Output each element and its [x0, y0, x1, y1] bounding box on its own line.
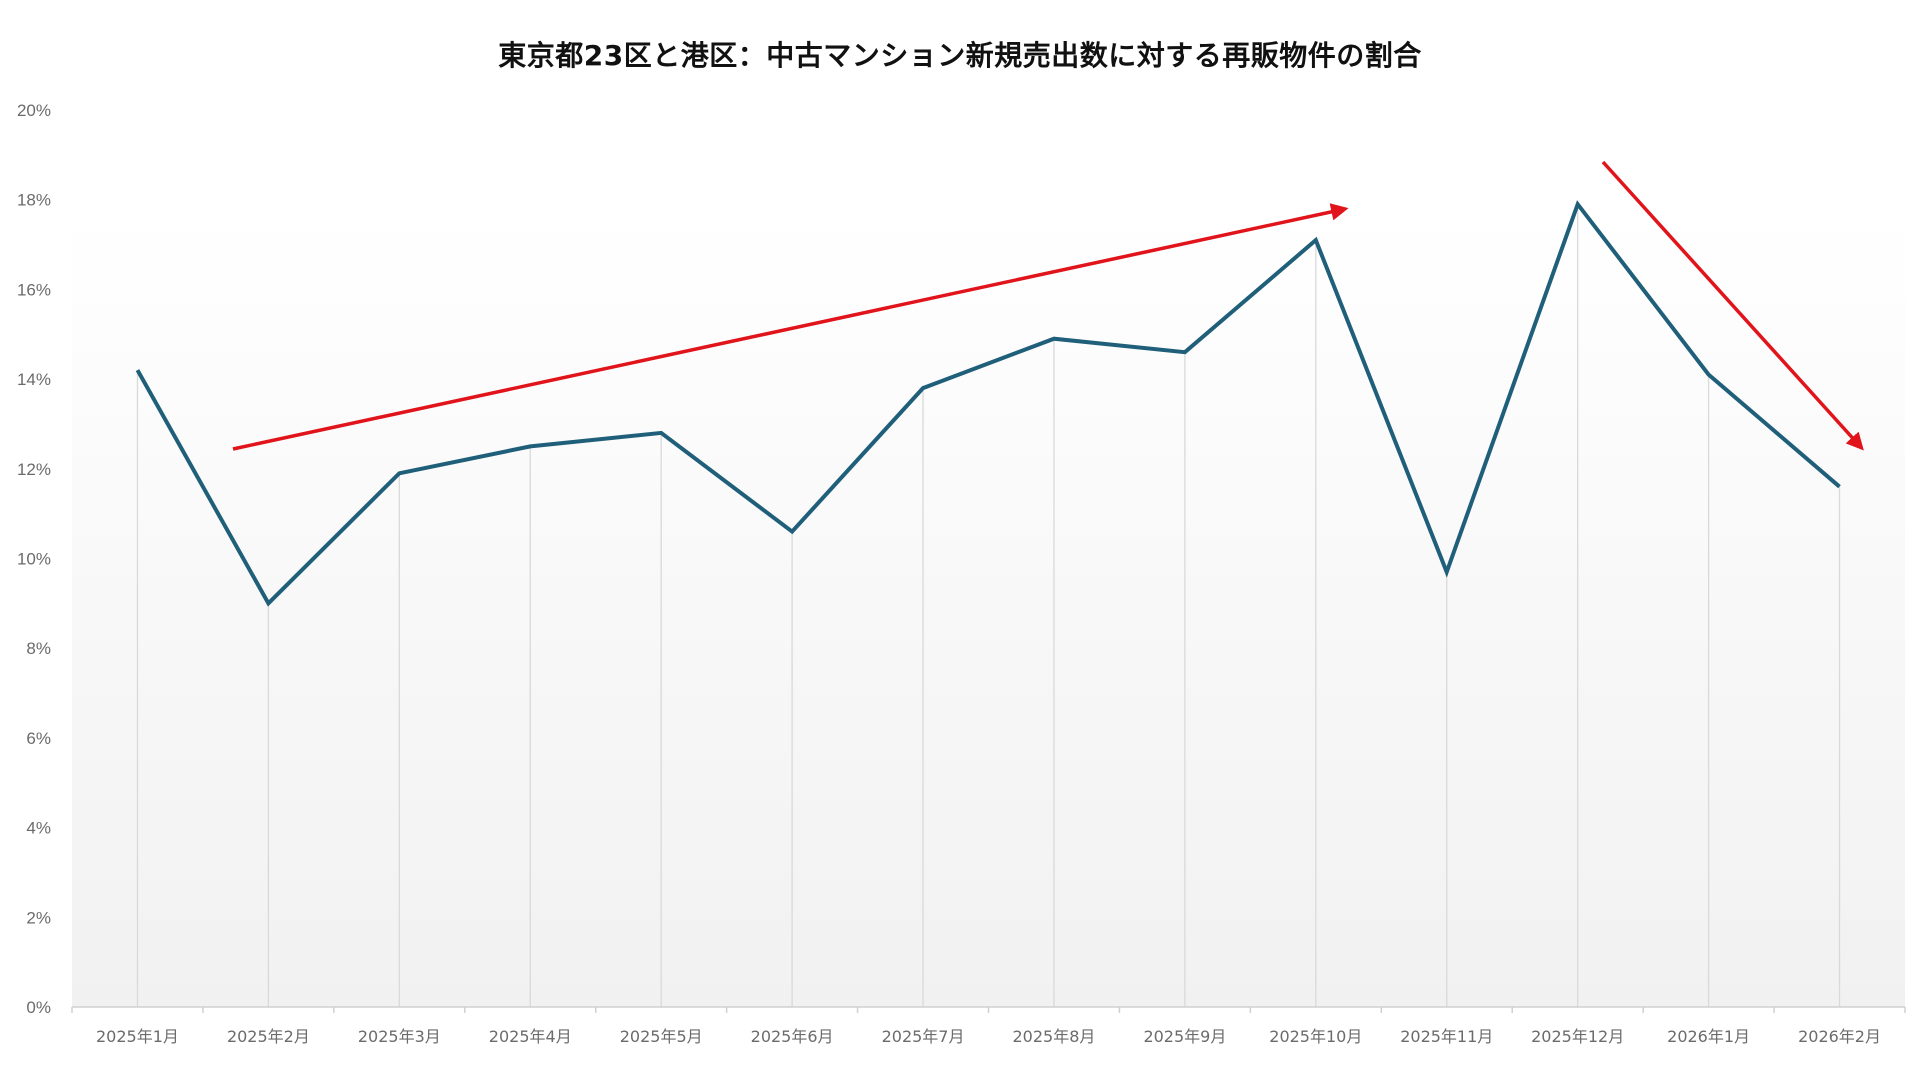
- data-series: [135, 200, 1841, 607]
- y-tick-label: 6%: [26, 729, 51, 748]
- y-tick-label: 8%: [26, 639, 51, 658]
- x-tick-label: 2025年3月: [358, 1027, 441, 1046]
- x-tick-label: 2025年8月: [1013, 1027, 1096, 1046]
- x-tick-label: 2025年10月: [1269, 1027, 1362, 1046]
- y-tick-label: 12%: [17, 460, 51, 479]
- arrow-down-trend-icon: [1601, 160, 1864, 451]
- gridlines: [136, 204, 1841, 1007]
- chart-title: 東京都23区と港区：中古マンション新規売出数に対する再販物件の割合: [498, 39, 1422, 72]
- x-tick-label: 2025年7月: [882, 1027, 965, 1046]
- y-tick-label: 2%: [26, 908, 51, 927]
- plot-area: [72, 210, 1905, 1007]
- x-axis: 2025年1月 2025年2月 2025年3月 2025年4月 2025年5月 2025年…: [71, 1006, 1906, 1046]
- y-tick-label: 14%: [17, 370, 51, 389]
- x-tick-label: 2026年1月: [1667, 1027, 1750, 1046]
- x-tick-label: 2025年4月: [489, 1027, 572, 1046]
- x-tick-label: 2025年9月: [1143, 1027, 1226, 1046]
- x-tick-label: 2025年6月: [751, 1027, 834, 1046]
- y-tick-label: 20%: [17, 101, 51, 120]
- trend-arrows: [232, 160, 1864, 451]
- y-tick-label: 16%: [17, 280, 51, 299]
- y-tick-label: 10%: [17, 550, 51, 569]
- series-line: [135, 200, 1841, 607]
- arrow-up-trend-icon: [232, 203, 1349, 451]
- x-tick-label: 2025年2月: [227, 1027, 310, 1046]
- x-tick-label: 2025年11月: [1400, 1027, 1493, 1046]
- x-tick-label: 2025年5月: [620, 1027, 703, 1046]
- y-axis: 0% 2% 4% 6% 8% 10% 12% 14% 16% 18% 20%: [17, 101, 51, 1017]
- y-tick-label: 4%: [26, 819, 51, 838]
- y-tick-label: 18%: [17, 191, 51, 210]
- x-tick-label: 2025年12月: [1531, 1027, 1624, 1046]
- x-tick-label: 2025年1月: [96, 1027, 179, 1046]
- x-tick-label: 2026年2月: [1798, 1027, 1881, 1046]
- y-tick-label: 0%: [26, 998, 51, 1017]
